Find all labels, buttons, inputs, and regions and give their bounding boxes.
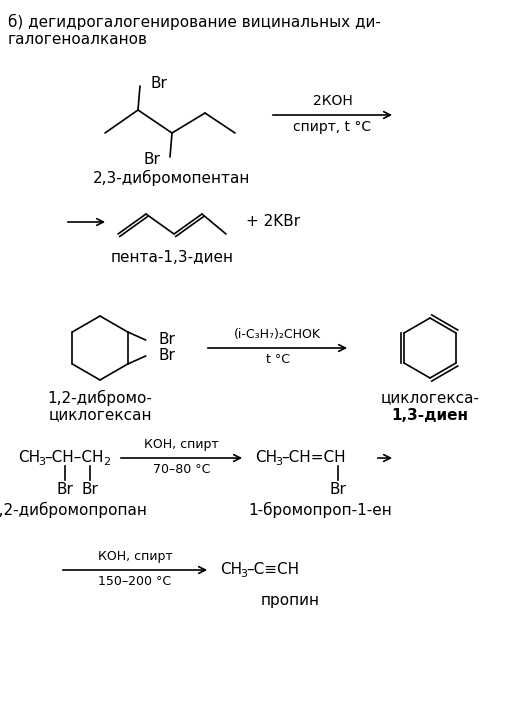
Text: Br: Br (81, 483, 99, 498)
Text: 1,3-диен: 1,3-диен (391, 407, 469, 422)
Text: циклогекса-: циклогекса- (380, 390, 480, 405)
Text: 3: 3 (240, 569, 247, 579)
Text: б) дегидрогалогенирование вицинальных ди-: б) дегидрогалогенирование вицинальных ди… (8, 14, 381, 30)
Text: 3: 3 (38, 457, 45, 467)
Text: Br: Br (143, 151, 160, 166)
Text: CH: CH (220, 562, 242, 577)
Text: галогеноалканов: галогеноалканов (8, 32, 148, 47)
Text: Br: Br (150, 77, 167, 92)
Text: Br: Br (159, 333, 175, 348)
Text: 150–200 °C: 150–200 °C (99, 575, 172, 588)
Text: спирт, t °C: спирт, t °C (293, 120, 372, 134)
Text: 1-бромопроп-1-ен: 1-бромопроп-1-ен (248, 502, 392, 518)
Text: 2: 2 (103, 457, 110, 467)
Text: (i-C₃H₇)₂CHOK: (i-C₃H₇)₂CHOK (234, 328, 321, 341)
Text: –CH–CH: –CH–CH (44, 451, 103, 466)
Text: пента-1,3-диен: пента-1,3-диен (111, 250, 234, 264)
Text: пропин: пропин (261, 592, 320, 607)
Text: КОН, спирт: КОН, спирт (144, 438, 219, 451)
Text: –CH=CH: –CH=CH (281, 451, 346, 466)
Text: t °C: t °C (266, 353, 290, 366)
Text: циклогексан: циклогексан (48, 407, 152, 422)
Text: 1,2-дибромопропан: 1,2-дибромопропан (0, 502, 147, 518)
Text: 3: 3 (275, 457, 282, 467)
Text: 2,3-дибромопентан: 2,3-дибромопентан (93, 170, 251, 186)
Text: Br: Br (57, 483, 73, 498)
Text: + 2KBr: + 2KBr (246, 215, 300, 230)
Text: 2КОН: 2КОН (312, 94, 352, 108)
Text: –C≡CH: –C≡CH (246, 562, 299, 577)
Text: 1,2-дибромо-: 1,2-дибромо- (48, 390, 153, 406)
Text: CH: CH (255, 451, 277, 466)
Text: КОН, спирт: КОН, спирт (98, 550, 172, 563)
Text: Br: Br (330, 483, 347, 498)
Text: CH: CH (18, 451, 40, 466)
Text: Br: Br (159, 348, 175, 363)
Text: 70–80 °C: 70–80 °C (153, 463, 210, 476)
